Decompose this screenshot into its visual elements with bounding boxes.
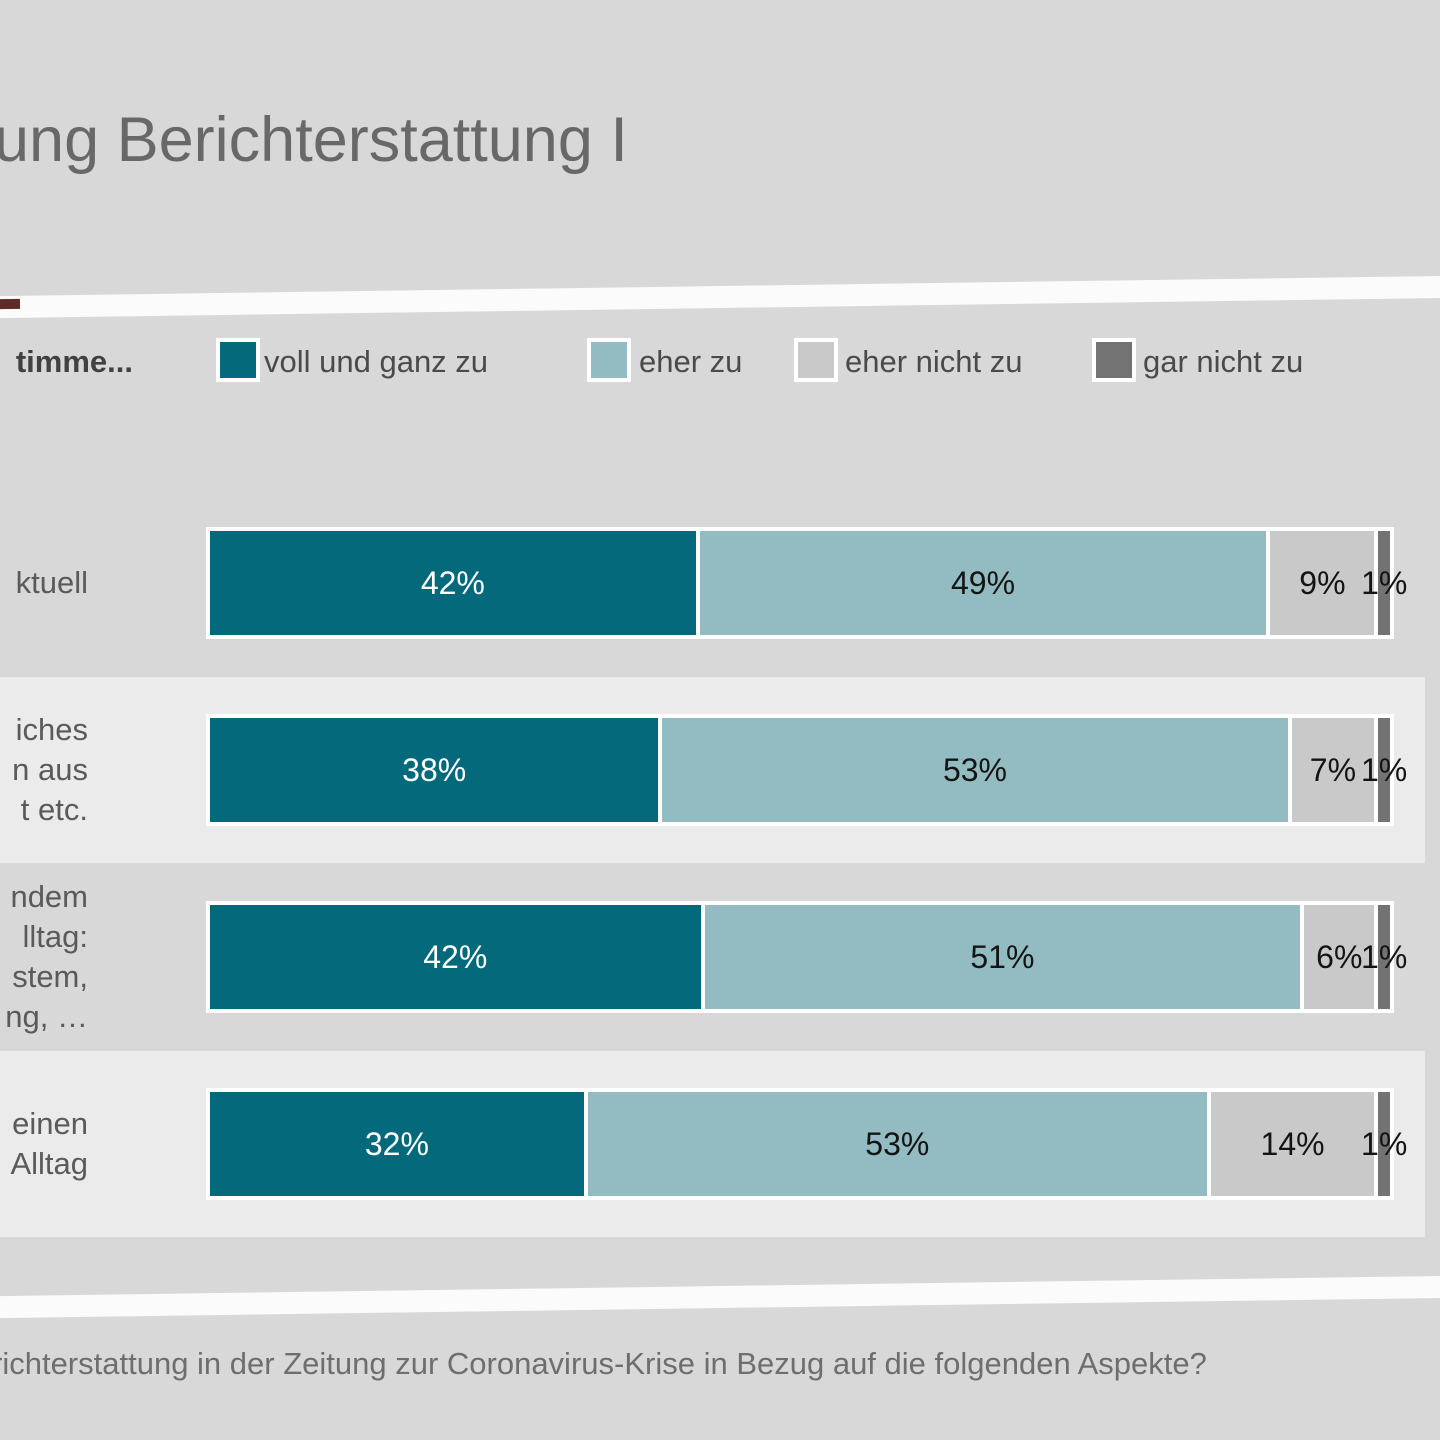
segment-value: 14% — [1260, 1125, 1325, 1162]
stacked-bar: 38% 53% 7% 1% — [206, 714, 1408, 826]
category-label-line: ktuell — [15, 565, 88, 600]
segment-value: 53% — [865, 1125, 930, 1162]
bar-segment: 32% — [210, 1092, 584, 1196]
category-label-line: lltag: — [22, 919, 88, 954]
survey-question: richterstattung in der Zeitung zur Coron… — [0, 1346, 1207, 1381]
divider-band-bottom — [0, 1275, 1440, 1319]
bar-segment: 42% — [210, 531, 696, 635]
segment-value: 42% — [420, 564, 485, 601]
segment-value: 1% — [1361, 564, 1408, 601]
category-label-line: n aus — [12, 752, 88, 787]
legend-label: voll und ganz zu — [264, 344, 489, 379]
bar-segment: 38% — [210, 718, 659, 822]
segment-value: 38% — [402, 751, 467, 788]
bar-segment: 1% — [1361, 1092, 1408, 1196]
legend-label: eher zu — [639, 344, 743, 379]
stacked-bar: 32% 53% 14% 1% — [206, 1088, 1408, 1200]
category-label-line: t etc. — [20, 792, 88, 827]
segment-value: 7% — [1309, 751, 1357, 788]
bar-segment: 49% — [699, 531, 1267, 635]
bar-segment: 1% — [1361, 905, 1408, 1009]
category-label-line: stem, — [12, 959, 88, 994]
segment-value: 6% — [1316, 938, 1363, 975]
legend-swatch-eher-nicht-zu — [794, 338, 838, 382]
bar-segment: 53% — [662, 718, 1288, 822]
segment-value: 49% — [951, 564, 1016, 601]
bar-segment: 42% — [210, 905, 701, 1009]
segment-value: 1% — [1361, 938, 1408, 975]
bar-segment: 1% — [1360, 718, 1408, 822]
category-label-line: ndem — [10, 879, 88, 914]
legend-swatch-eher-zu — [587, 338, 631, 382]
legend: timme... voll und ganz zu eher zu eher n… — [0, 336, 1440, 388]
page-title: ung Berichterstattung I — [0, 105, 628, 175]
category-label: ktuell — [0, 563, 88, 603]
band-accent — [0, 298, 21, 310]
legend-swatch-voll-und-ganz-zu — [216, 338, 260, 382]
legend-label: eher nicht zu — [845, 344, 1023, 379]
bar-segment: 51% — [704, 905, 1301, 1009]
chart-row: iches n aus t etc. 38% 53% 7% 1% — [0, 677, 1425, 863]
divider-band-top — [0, 275, 1440, 319]
legend-swatch-gar-nicht-zu — [1092, 338, 1136, 382]
chart-row: einen Alltag 32% 53% 14% 1% — [0, 1051, 1425, 1237]
category-label-line: Alltag — [10, 1146, 88, 1181]
segment-value: 1% — [1361, 1125, 1408, 1162]
bar-segment: 7% — [1291, 718, 1375, 822]
category-label: einen Alltag — [0, 1104, 88, 1184]
category-label: iches n aus t etc. — [0, 710, 88, 830]
category-label: ndem lltag: stem, ng, … — [0, 877, 88, 1037]
segment-value: 51% — [970, 938, 1035, 975]
bar-segment: 14% — [1210, 1092, 1375, 1196]
bar-segment: 6% — [1304, 905, 1375, 1009]
legend-prefix: timme... — [15, 344, 133, 379]
segment-value: 9% — [1299, 564, 1346, 601]
segment-value: 32% — [364, 1125, 429, 1162]
category-label-line: einen — [12, 1106, 88, 1141]
chart-row: ndem lltag: stem, ng, … 42% 51% 6% 1% — [0, 864, 1425, 1050]
segment-value: 1% — [1360, 751, 1408, 788]
bar-segment: 53% — [587, 1092, 1207, 1196]
legend-label: gar nicht zu — [1143, 344, 1304, 379]
bar-segment: 1% — [1361, 531, 1408, 635]
bar-segment: 9% — [1270, 531, 1375, 635]
stacked-bar: 42% 51% 6% 1% — [206, 901, 1408, 1013]
segment-value: 42% — [423, 938, 488, 975]
category-label-line: iches — [15, 712, 88, 747]
segment-value: 53% — [942, 751, 1007, 788]
chart-row: ktuell 42% 49% 9% 1% — [0, 490, 1425, 676]
category-label-line: ng, … — [5, 999, 88, 1034]
stacked-bar: 42% 49% 9% 1% — [206, 527, 1408, 639]
